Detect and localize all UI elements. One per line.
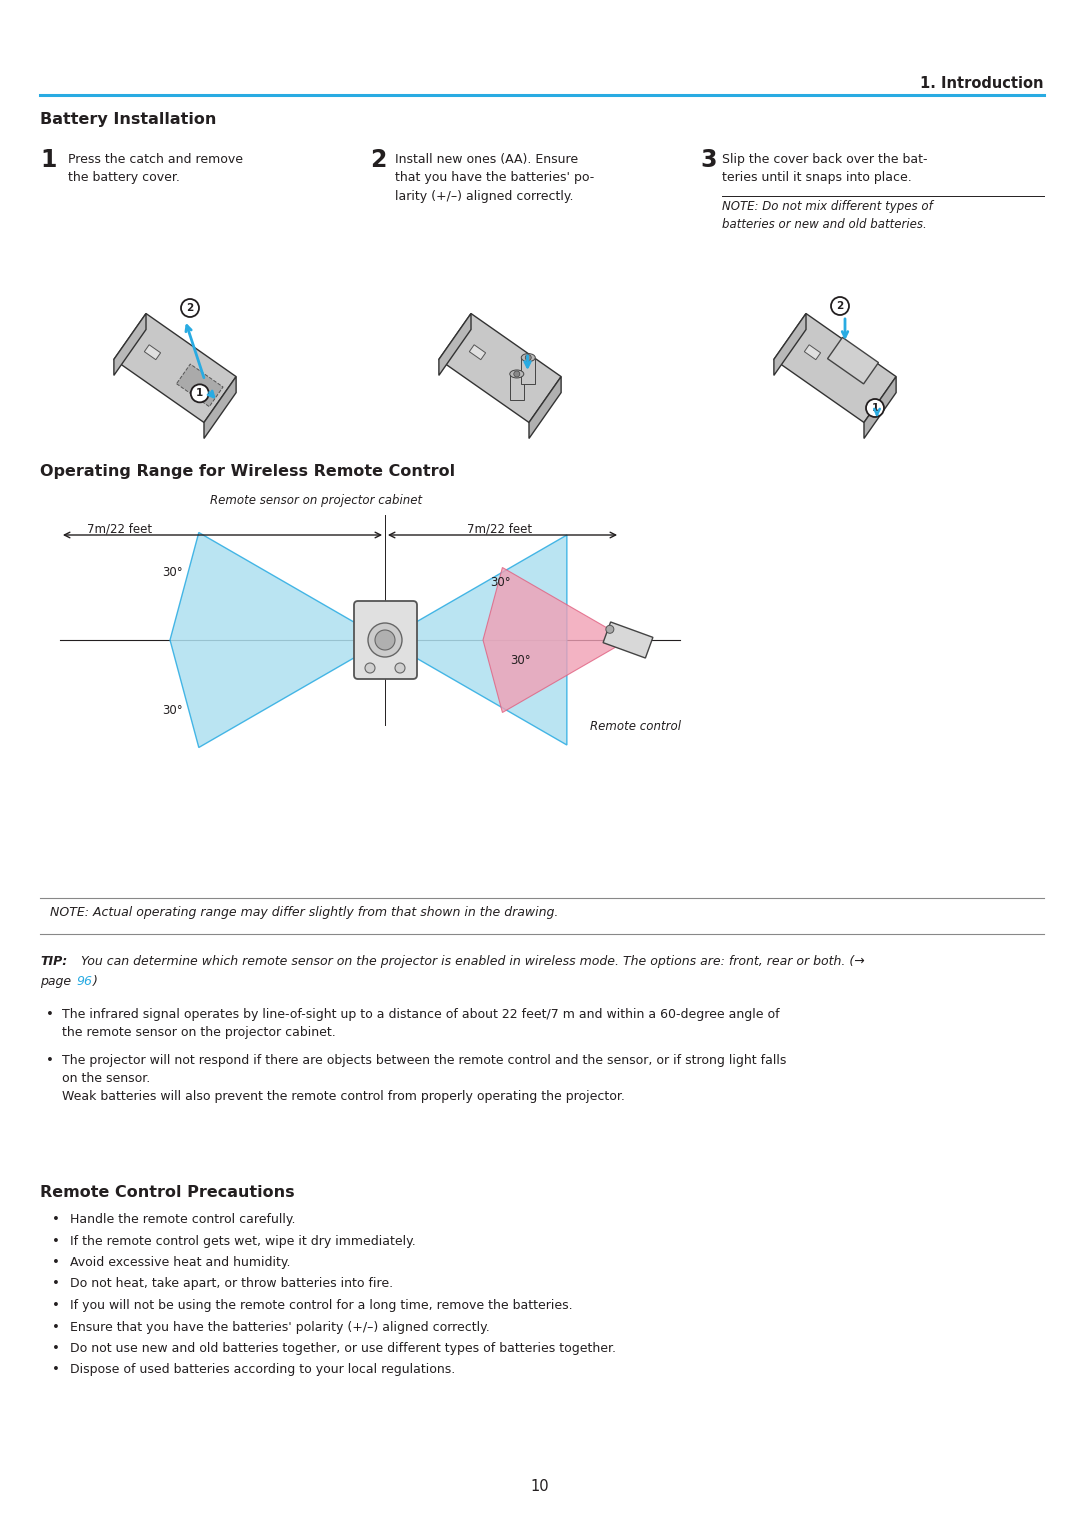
Polygon shape (864, 376, 896, 439)
Text: Avoid excessive heat and humidity.: Avoid excessive heat and humidity. (70, 1256, 291, 1269)
Text: 30°: 30° (162, 565, 183, 579)
Text: 2: 2 (370, 148, 387, 172)
Polygon shape (827, 337, 878, 384)
Text: ): ) (93, 975, 98, 988)
Polygon shape (529, 376, 562, 439)
Text: 7m/22 feet: 7m/22 feet (87, 523, 152, 535)
Circle shape (606, 625, 613, 634)
Circle shape (525, 355, 531, 361)
Text: •: • (52, 1320, 59, 1334)
Polygon shape (113, 314, 146, 375)
Polygon shape (774, 314, 806, 375)
Circle shape (866, 399, 885, 418)
Text: NOTE: Actual operating range may differ slightly from that shown in the drawing.: NOTE: Actual operating range may differ … (50, 905, 558, 919)
Text: Ensure that you have the batteries' polarity (+/–) aligned correctly.: Ensure that you have the batteries' pola… (70, 1320, 489, 1334)
Polygon shape (438, 314, 562, 422)
Circle shape (191, 384, 208, 402)
Circle shape (375, 629, 395, 651)
Text: 96: 96 (76, 975, 92, 988)
Polygon shape (176, 364, 224, 407)
Ellipse shape (510, 370, 524, 378)
Text: •: • (46, 1007, 54, 1021)
Text: Install new ones (AA). Ensure
that you have the batteries' po-
larity (+/–) alig: Install new ones (AA). Ensure that you h… (395, 152, 594, 203)
Text: 1: 1 (872, 402, 879, 413)
Text: Dispose of used batteries according to your local regulations.: Dispose of used batteries according to y… (70, 1364, 456, 1376)
Circle shape (368, 623, 402, 657)
Circle shape (831, 297, 849, 315)
Text: The projector will not respond if there are objects between the remote control a: The projector will not respond if there … (62, 1055, 786, 1103)
Text: •: • (52, 1234, 59, 1248)
Circle shape (514, 370, 519, 376)
Text: 7m/22 feet: 7m/22 feet (468, 523, 532, 535)
Polygon shape (522, 358, 536, 384)
Text: 1: 1 (40, 148, 56, 172)
Text: •: • (52, 1364, 59, 1376)
Ellipse shape (522, 354, 536, 361)
Text: The infrared signal operates by line-of-sight up to a distance of about 22 feet/: The infrared signal operates by line-of-… (62, 1007, 780, 1039)
Text: •: • (52, 1277, 59, 1291)
Polygon shape (603, 622, 653, 658)
Text: Remote sensor on projector cabinet: Remote sensor on projector cabinet (210, 494, 422, 507)
Text: Handle the remote control carefully.: Handle the remote control carefully. (70, 1213, 296, 1225)
Text: Operating Range for Wireless Remote Control: Operating Range for Wireless Remote Cont… (40, 463, 455, 479)
Text: Do not heat, take apart, or throw batteries into fire.: Do not heat, take apart, or throw batter… (70, 1277, 393, 1291)
Text: Do not use new and old batteries together, or use different types of batteries t: Do not use new and old batteries togethe… (70, 1343, 616, 1355)
Text: page: page (40, 975, 76, 988)
Polygon shape (438, 314, 471, 375)
Circle shape (365, 663, 375, 674)
Text: •: • (52, 1298, 59, 1312)
Text: •: • (52, 1343, 59, 1355)
Text: 10: 10 (530, 1478, 550, 1494)
Text: Press the catch and remove
the battery cover.: Press the catch and remove the battery c… (68, 152, 243, 184)
Text: 30°: 30° (490, 576, 511, 588)
Text: You can determine which remote sensor on the projector is enabled in wireless mo: You can determine which remote sensor on… (77, 956, 865, 968)
Polygon shape (384, 535, 567, 745)
Text: 1. Introduction: 1. Introduction (920, 76, 1044, 91)
Text: Battery Installation: Battery Installation (40, 111, 216, 126)
Circle shape (395, 663, 405, 674)
FancyBboxPatch shape (354, 600, 417, 680)
Text: 2: 2 (187, 303, 193, 312)
Polygon shape (204, 376, 237, 439)
Text: If you will not be using the remote control for a long time, remove the batterie: If you will not be using the remote cont… (70, 1298, 572, 1312)
Text: 2: 2 (836, 302, 843, 311)
Text: •: • (46, 1055, 54, 1067)
Text: 3: 3 (700, 148, 716, 172)
Polygon shape (483, 567, 627, 713)
Polygon shape (113, 314, 237, 422)
Text: 30°: 30° (162, 704, 183, 716)
Text: •: • (52, 1256, 59, 1269)
Polygon shape (470, 344, 486, 360)
Text: Slip the cover back over the bat-
teries until it snaps into place.: Slip the cover back over the bat- teries… (723, 152, 928, 184)
Circle shape (181, 299, 199, 317)
Text: Remote Control Precautions: Remote Control Precautions (40, 1186, 295, 1199)
Polygon shape (170, 532, 384, 747)
Text: •: • (52, 1213, 59, 1225)
Text: TIP:: TIP: (40, 956, 67, 968)
Polygon shape (145, 344, 161, 360)
Polygon shape (774, 314, 896, 422)
Polygon shape (510, 373, 524, 399)
Text: 1: 1 (197, 389, 203, 398)
Text: If the remote control gets wet, wipe it dry immediately.: If the remote control gets wet, wipe it … (70, 1234, 416, 1248)
Text: NOTE: Do not mix different types of
batteries or new and old batteries.: NOTE: Do not mix different types of batt… (723, 200, 933, 232)
Text: Remote control: Remote control (590, 719, 681, 733)
Text: 30°: 30° (510, 654, 530, 666)
Polygon shape (805, 344, 821, 360)
